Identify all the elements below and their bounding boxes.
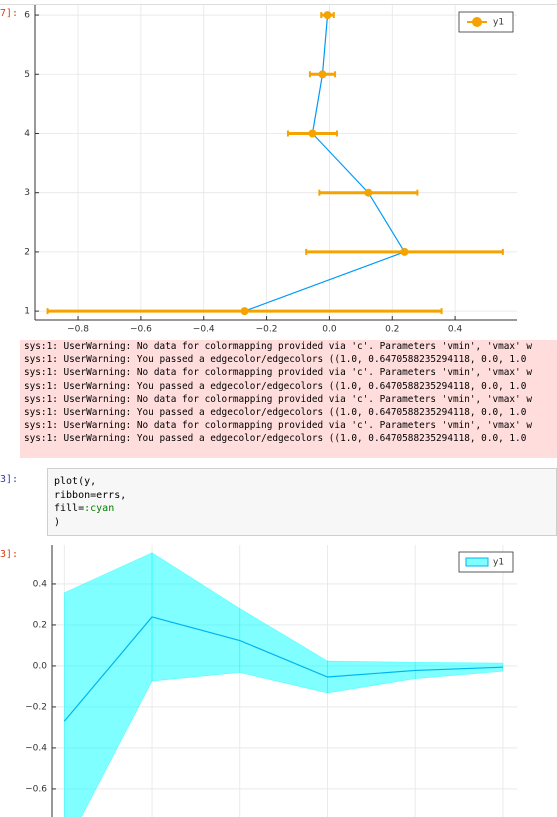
- line: [63, 616, 503, 722]
- ribbon: [63, 552, 153, 817]
- code-line: plot(y,: [54, 475, 550, 489]
- code-token: ): [54, 516, 61, 528]
- y-tick-label: −0.2: [25, 702, 47, 712]
- warning-line: sys:1: UserWarning: You passed a edgecol…: [24, 407, 527, 419]
- code-line: ribbon=errs,: [54, 489, 550, 503]
- warning-line: sys:1: UserWarning: No data for colormap…: [24, 420, 532, 432]
- marker: [323, 11, 332, 20]
- ribbon: [239, 608, 328, 694]
- warning-line: sys:1: UserWarning: No data for colormap…: [24, 393, 532, 405]
- marker: [400, 247, 409, 256]
- code-cell[interactable]: plot(y, ribbon=errs, fill=:cyan): [47, 468, 557, 536]
- y-tick-label: 0.2: [33, 620, 47, 630]
- y-tick-label: 3: [24, 188, 30, 198]
- ribbon: [327, 660, 416, 694]
- legend-label: y1: [493, 18, 504, 28]
- ribbon: [414, 661, 504, 679]
- warning-line: sys:1: UserWarning: No data for colormap…: [24, 367, 532, 379]
- marker: [318, 70, 327, 79]
- warning-line: sys:1: UserWarning: You passed a edgecol…: [24, 380, 527, 392]
- y-tick-label: 1: [24, 307, 30, 317]
- warning-output: sys:1: UserWarning: No data for colormap…: [20, 340, 557, 458]
- out-prompt: 3]:: [0, 549, 19, 560]
- x-tick-label: 0.4: [448, 325, 463, 335]
- code-token: :cyan: [84, 503, 115, 514]
- y-tick-label: 4: [24, 129, 30, 139]
- ribbon-chart: −0.6 −0.4 −0.2 0.0 0.2 0.4 y1: [25, 545, 517, 817]
- y-tick-label: −0.6: [25, 784, 47, 794]
- x-tick-label: 0.0: [322, 325, 337, 335]
- out-prompt: 7]:: [0, 8, 19, 19]
- x-tick-label: −0.2: [256, 325, 278, 335]
- y-tick-label: 2: [24, 247, 30, 257]
- y-tick-label: −0.4: [25, 743, 47, 753]
- errorbar-chart: −0.8 −0.6 −0.4 −0.2 0.0 0.2 0.4 1 2 3 4 5 6 y1: [24, 5, 517, 335]
- ribbon: [151, 552, 241, 682]
- y-tick-label: 0.0: [33, 661, 48, 671]
- x-tick-label: 0.2: [385, 325, 399, 335]
- marker: [240, 307, 249, 316]
- code-token: ribbon=errs,: [54, 489, 127, 501]
- legend-marker: [472, 17, 482, 27]
- warning-line: sys:1: UserWarning: You passed a edgecol…: [24, 433, 527, 445]
- y-tick-label: 0.4: [33, 579, 48, 589]
- code-line: fill=:cyan: [54, 502, 550, 516]
- x-tick-label: −0.4: [193, 325, 215, 335]
- y-tick-label: 5: [24, 70, 30, 80]
- code-token: plot(y,: [54, 476, 97, 487]
- y-tick-label: 6: [24, 11, 30, 21]
- cell-border: [0, 4, 557, 5]
- x-tick-label: −0.6: [130, 325, 152, 335]
- line: [244, 15, 406, 312]
- warning-line: sys:1: UserWarning: You passed a edgecol…: [24, 354, 527, 366]
- code-token: fill=: [54, 503, 85, 514]
- x-tick-label: −0.8: [67, 325, 89, 335]
- legend-swatch: [465, 557, 489, 567]
- marker: [364, 188, 373, 197]
- code-line: ): [54, 516, 550, 530]
- warning-line: sys:1: UserWarning: No data for colormap…: [24, 341, 532, 352]
- legend-label: y1: [493, 558, 504, 568]
- marker: [308, 129, 317, 138]
- in-prompt: 3]:: [0, 474, 19, 485]
